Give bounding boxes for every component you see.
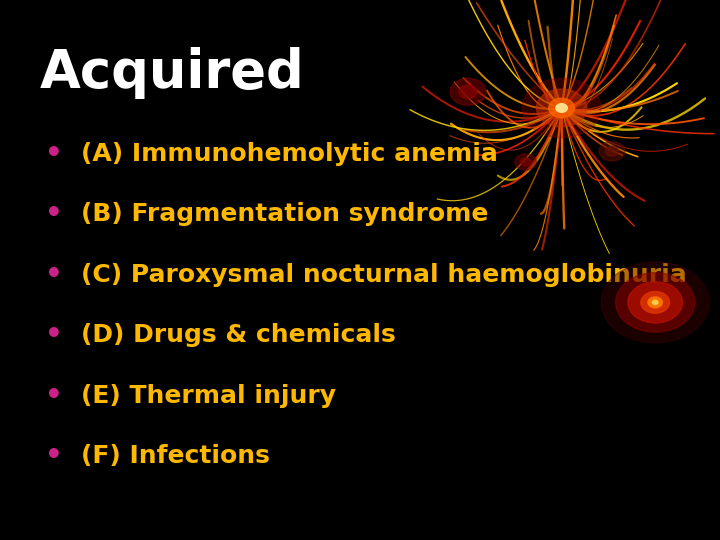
Text: •: •	[45, 321, 63, 349]
Circle shape	[522, 78, 601, 138]
Circle shape	[606, 146, 618, 156]
Text: (D) Drugs & chemicals: (D) Drugs & chemicals	[81, 323, 396, 347]
Circle shape	[652, 300, 658, 305]
Circle shape	[549, 98, 575, 118]
Circle shape	[616, 273, 695, 332]
Circle shape	[648, 297, 662, 308]
Text: (C) Paroxysmal nocturnal haemoglobinuria: (C) Paroxysmal nocturnal haemoglobinuria	[81, 263, 687, 287]
Circle shape	[536, 89, 587, 127]
Circle shape	[459, 85, 477, 98]
Circle shape	[641, 292, 670, 313]
Text: (F) Infections: (F) Infections	[81, 444, 270, 468]
Text: Acquired: Acquired	[40, 47, 305, 99]
Text: •: •	[45, 200, 63, 228]
Circle shape	[450, 78, 486, 105]
Text: •: •	[45, 140, 63, 168]
Text: •: •	[45, 382, 63, 410]
Text: (B) Fragmentation syndrome: (B) Fragmentation syndrome	[81, 202, 489, 226]
Text: (A) Immunohemolytic anemia: (A) Immunohemolytic anemia	[81, 142, 498, 166]
Circle shape	[601, 262, 709, 343]
Circle shape	[515, 154, 536, 170]
Circle shape	[556, 104, 567, 112]
Text: •: •	[45, 261, 63, 289]
Circle shape	[521, 158, 531, 166]
Circle shape	[599, 141, 625, 161]
Text: •: •	[45, 442, 63, 470]
Text: (E) Thermal injury: (E) Thermal injury	[81, 384, 336, 408]
Circle shape	[628, 282, 683, 323]
